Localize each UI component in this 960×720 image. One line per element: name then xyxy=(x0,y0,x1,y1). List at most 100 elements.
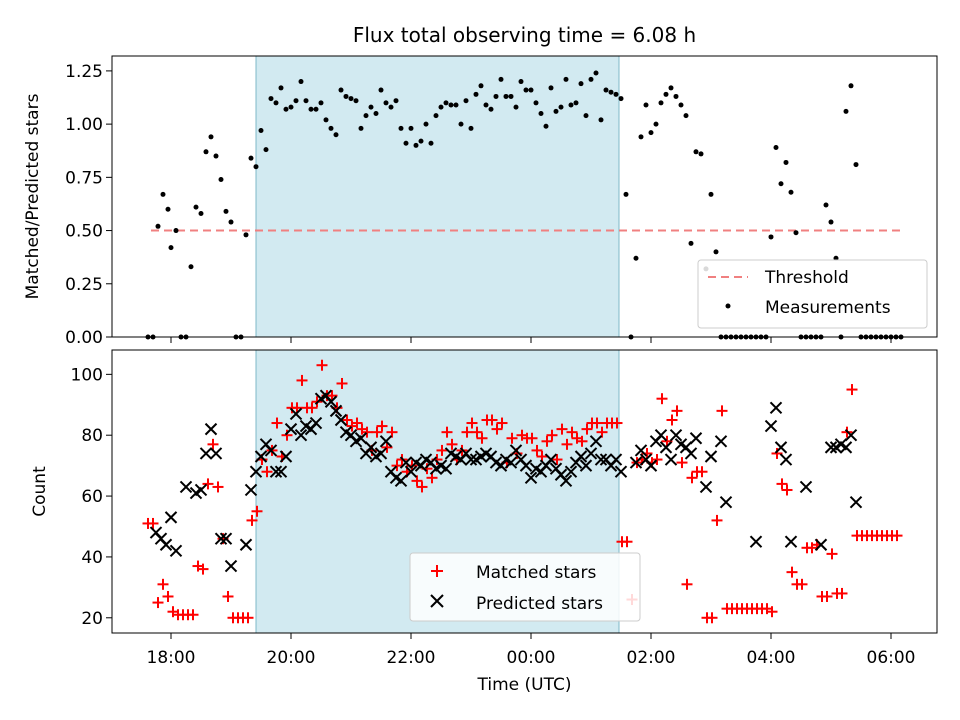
measurement-point xyxy=(228,219,234,225)
measurement-point xyxy=(438,104,444,110)
measurement-point xyxy=(668,85,674,91)
cross-b xyxy=(269,465,283,478)
matched-star-point xyxy=(786,566,798,578)
cross-b xyxy=(599,453,613,466)
matched-star-point xyxy=(506,432,518,444)
measurement-point xyxy=(383,100,389,106)
matched-star-point xyxy=(671,405,683,417)
measurement-point xyxy=(393,98,399,104)
matched-star-point xyxy=(212,481,224,493)
predicted-star-point xyxy=(164,511,178,524)
cross-b xyxy=(769,401,783,415)
predicted-star-point xyxy=(699,480,713,494)
predicted-star-point xyxy=(269,465,283,478)
measurement-point xyxy=(598,117,604,123)
cross-b xyxy=(799,480,813,494)
cross-b xyxy=(499,453,513,466)
cross-b xyxy=(319,389,333,402)
measurement-point xyxy=(193,204,199,210)
predicted-star-point xyxy=(294,428,308,442)
measurement-point xyxy=(243,232,249,238)
matched-star-point xyxy=(152,597,164,609)
top-legend-box xyxy=(697,259,928,329)
matched-star-point xyxy=(411,475,423,487)
cross-b xyxy=(164,511,178,524)
measurement-point xyxy=(553,108,559,114)
cross-b xyxy=(774,441,788,454)
measurement-point xyxy=(398,125,404,131)
matched-star-point xyxy=(541,435,553,447)
measurement-point xyxy=(528,87,534,93)
predicted-star-point xyxy=(329,404,343,418)
predicted-star-point xyxy=(264,444,278,457)
matched-star-point xyxy=(341,414,353,426)
predicted-star-point xyxy=(614,465,628,478)
matched-star-point xyxy=(846,384,858,396)
measurement-point xyxy=(558,104,564,110)
cross-b xyxy=(404,465,418,478)
cross-b xyxy=(179,480,193,494)
measurement-point xyxy=(328,125,334,131)
cross-b xyxy=(849,495,863,509)
y-tick-label: 0.50 xyxy=(65,222,103,242)
measurement-point xyxy=(453,102,459,108)
top-legend: Threshold Measurements xyxy=(697,259,928,329)
cross-b xyxy=(199,447,213,460)
measurement-point xyxy=(773,145,779,151)
measurement-point xyxy=(663,91,669,97)
cross-b xyxy=(664,453,678,466)
cross-b xyxy=(339,425,353,439)
matched-star-point xyxy=(251,505,263,517)
x-tick-label: 22:00 xyxy=(387,648,436,668)
cross-b xyxy=(564,465,578,478)
cross-b xyxy=(639,453,653,466)
measurement-point xyxy=(253,164,259,170)
cross-b xyxy=(574,450,588,463)
cross-b xyxy=(489,456,503,469)
predicted-star-point xyxy=(399,456,413,469)
predicted-star-point xyxy=(464,453,478,466)
measurement-point xyxy=(165,206,171,212)
measurement-point xyxy=(263,147,269,153)
cross-b xyxy=(424,456,438,469)
predicted-star-point xyxy=(219,532,233,545)
predicted-stars-points xyxy=(149,389,863,573)
measurement-point xyxy=(418,138,424,144)
measurement-point xyxy=(578,81,584,87)
measurement-point xyxy=(468,125,474,131)
cross-b xyxy=(519,459,533,472)
cross-b xyxy=(224,559,238,573)
bottom-x-ticks: 18:00 20:00 22:00 00:00 02:00 04:00 06:00 xyxy=(147,633,916,668)
x-tick-label: 02:00 xyxy=(627,648,676,668)
measurement-point xyxy=(198,211,204,217)
bottom-plot-frame xyxy=(111,349,938,634)
matched-star-point xyxy=(591,417,603,429)
cross-b xyxy=(634,444,648,457)
measurement-point xyxy=(358,125,364,131)
predicted-star-point xyxy=(784,535,798,548)
matched-star-point xyxy=(157,578,169,590)
measurement-point xyxy=(303,98,309,104)
predicted-star-point xyxy=(579,459,593,472)
cross-b xyxy=(589,435,603,448)
cross-b xyxy=(509,444,523,457)
y-tick-label: 60 xyxy=(81,487,103,507)
measurement-point xyxy=(248,155,254,161)
cross-b xyxy=(379,435,393,448)
predicted-star-point xyxy=(634,444,648,457)
measurement-point xyxy=(683,113,689,119)
measurement-point xyxy=(568,102,574,108)
cross-b xyxy=(324,395,338,408)
predicted-star-point xyxy=(844,428,858,442)
predicted-star-point xyxy=(509,444,523,457)
predicted-star-point xyxy=(849,495,863,509)
cross-b xyxy=(839,441,853,454)
measurement-point xyxy=(368,104,374,110)
predicted-star-point xyxy=(769,401,783,415)
measurement-point xyxy=(388,104,394,110)
measurement-point xyxy=(373,110,379,116)
predicted-star-point xyxy=(609,453,623,466)
measurement-point xyxy=(278,85,284,91)
matched-star-point xyxy=(441,426,453,438)
predicted-star-point xyxy=(274,465,288,478)
